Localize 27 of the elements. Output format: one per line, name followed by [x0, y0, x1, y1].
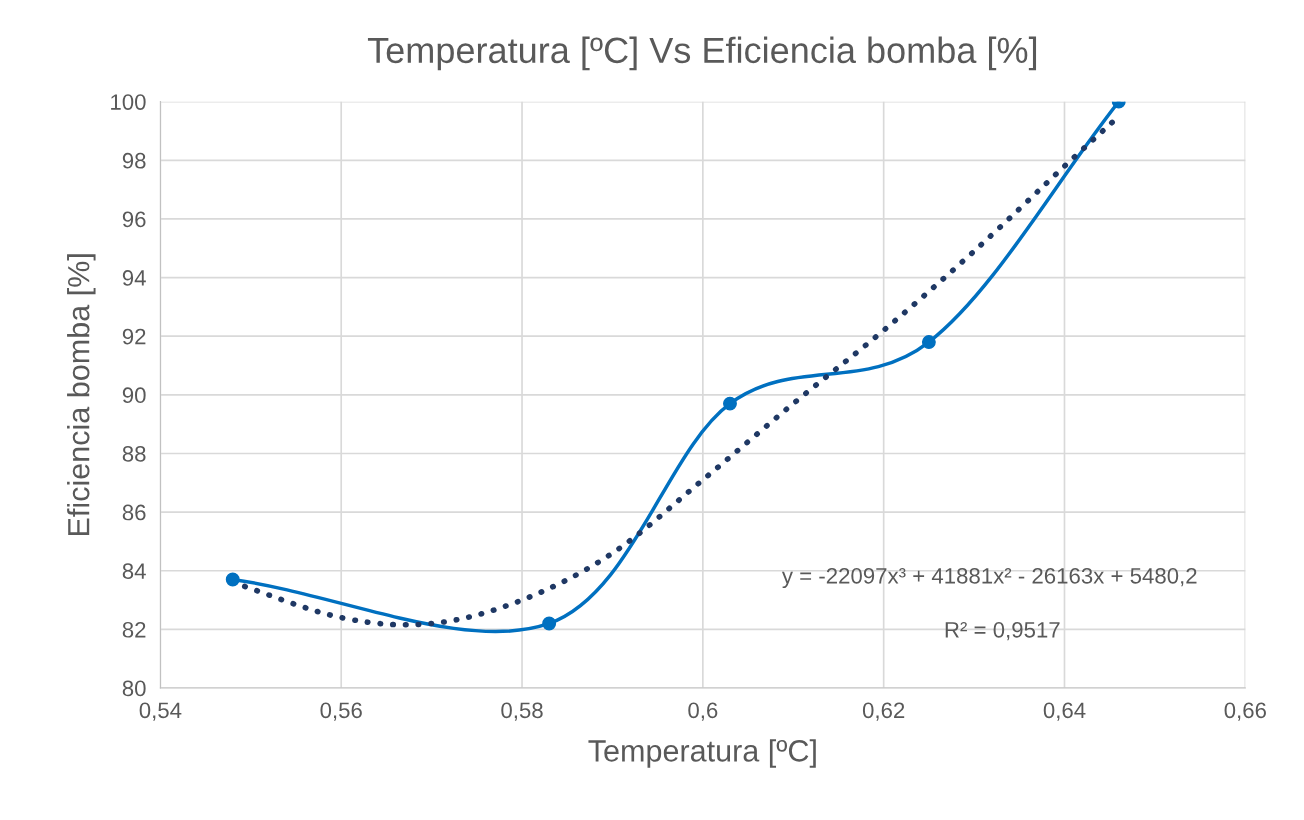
- point: [542, 616, 557, 631]
- y-tick-label: 100: [111, 94, 146, 110]
- y-tick-label: 86: [122, 504, 146, 521]
- y-tick-label: 84: [122, 563, 146, 579]
- annotation: y = -22097x³ + 41881x² - 26163x + 5480,2: [781, 567, 1197, 589]
- y-tick-label: 80: [122, 680, 146, 697]
- x-tick-label: 0,58: [501, 702, 543, 721]
- chart-title: Temperatura [ºC] Vs Eficiencia bomba [%]: [367, 36, 1037, 71]
- y-axis-title: Eficiencia bomba [%]: [67, 254, 96, 535]
- y-tick-label: 98: [122, 152, 146, 169]
- point: [723, 396, 737, 411]
- y-tick-label: 96: [122, 211, 146, 228]
- x-tick-label: 0,6: [688, 702, 718, 721]
- point: [225, 572, 240, 587]
- y-tick-label: 90: [122, 387, 146, 404]
- annotation: R² = 0,9517: [945, 621, 1060, 641]
- y-tick-label: 82: [122, 621, 146, 638]
- x-tick-label: 0,62: [862, 702, 905, 721]
- x-tick-label: 0,54: [139, 702, 182, 721]
- y-tick-label: 88: [122, 445, 146, 462]
- x-tick-label: 0,66: [1224, 702, 1266, 721]
- x-axis-title: Temperatura [ºC]: [588, 739, 816, 768]
- x-tick-label: 0,56: [320, 702, 362, 721]
- y-tick-label: 94: [122, 270, 146, 286]
- point: [921, 335, 936, 350]
- x-tick-label: 0,64: [1043, 702, 1086, 721]
- y-tick-label: 92: [122, 328, 146, 345]
